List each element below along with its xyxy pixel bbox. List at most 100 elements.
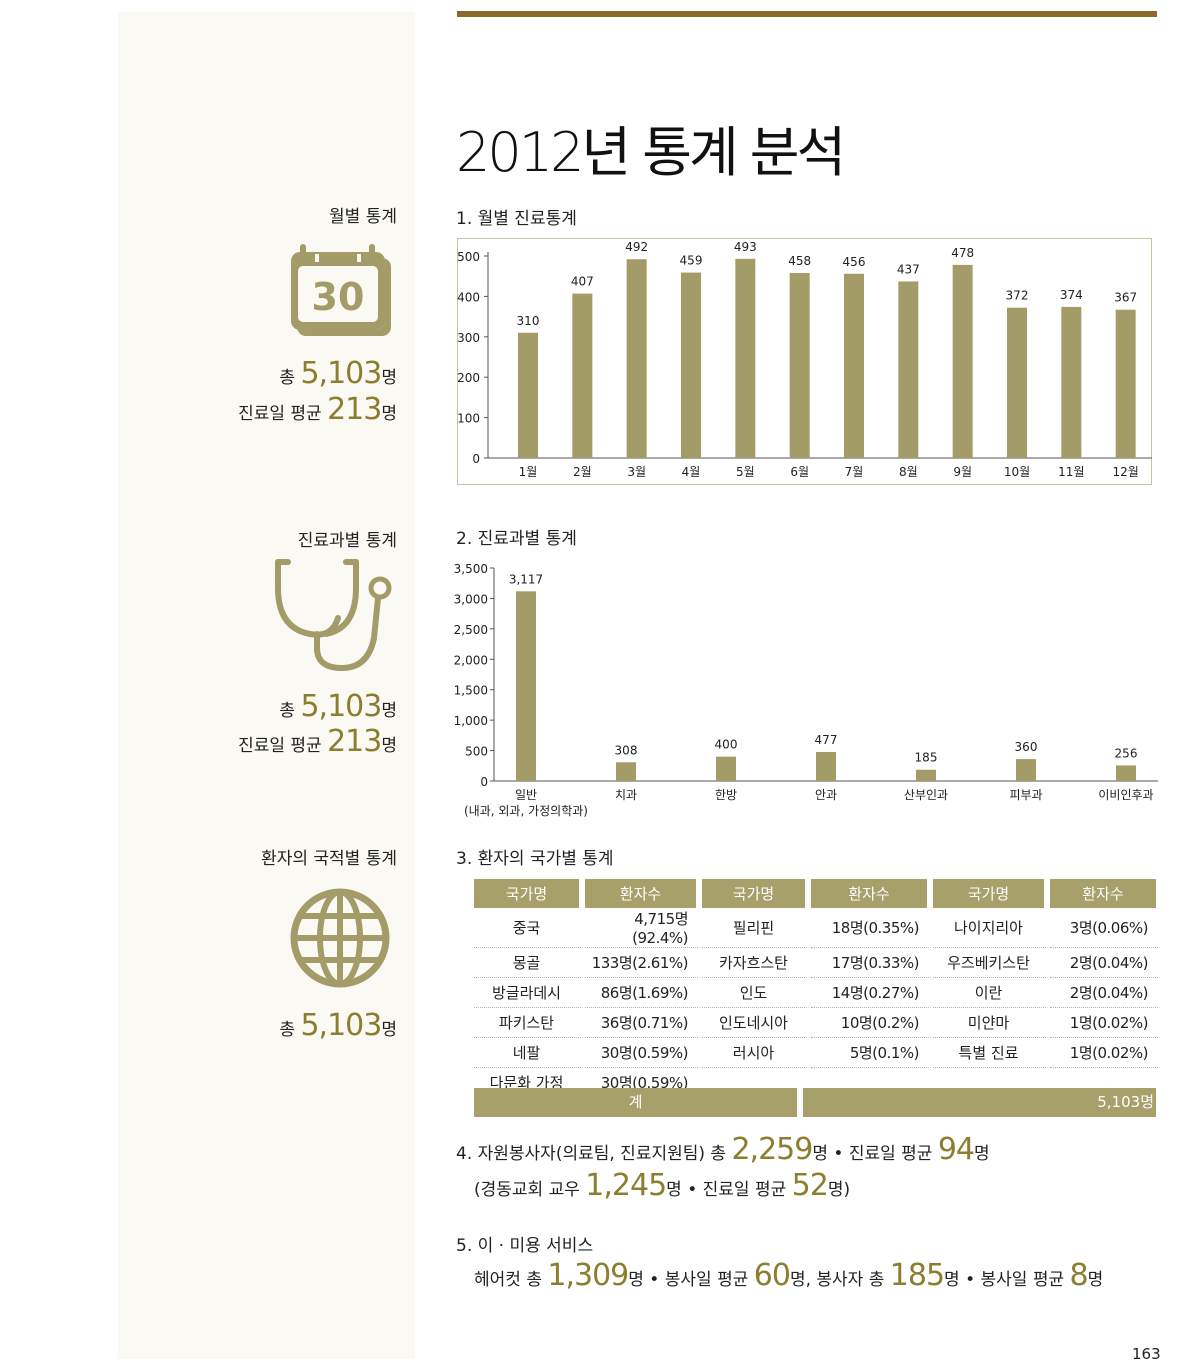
y-tick-label: 1,000 [454, 714, 488, 728]
x-tick-label: 11월 [1058, 465, 1084, 479]
table-header-cell: 국가명 [933, 879, 1050, 908]
country-cell: 미얀마 [933, 1008, 1050, 1038]
bar [1016, 759, 1036, 781]
bar-value-label: 477 [815, 733, 838, 747]
country-cell: 나이지리아 [933, 908, 1050, 948]
nationality-table: 국가명 환자수 국가명 환자수 국가명 환자수 중국 4,715명(92.4%) 필리핀 18명… [474, 879, 1162, 1098]
section-3-title: 3. 환자의 국가별 통계 [456, 849, 614, 869]
monthly-chart-frame [457, 238, 1152, 485]
y-tick-label: 2,500 [454, 623, 488, 637]
patient-count-cell: 3명(0.06%) [1050, 908, 1162, 948]
patient-count-cell: 2명(0.04%) [1050, 948, 1162, 978]
church-avg: 52 [791, 1168, 829, 1203]
patient-count-cell: 86명(1.69%) [585, 978, 702, 1008]
table-row: 중국 4,715명(92.4%) 필리핀 18명(0.35%) 나이지리아 3명(0.06… [474, 908, 1162, 948]
y-tick-label: 500 [457, 250, 480, 264]
x-tick-label: 피부과 [1009, 788, 1042, 802]
y-tick-label: 500 [465, 745, 488, 759]
total-prefix: 총 [279, 701, 301, 721]
bar-value-label: 308 [615, 743, 638, 757]
bar [1116, 765, 1136, 781]
sidebar-nationality-label: 환자의 국적별 통계 [261, 849, 397, 869]
y-tick-label: 0 [472, 452, 480, 466]
volunteers-suffix: 명 [974, 1144, 990, 1164]
bar-value-label: 458 [788, 254, 811, 268]
patient-count-cell [1050, 1068, 1162, 1098]
beauty-suffix: 명 [1087, 1270, 1104, 1290]
total-value: 5,103 [300, 1008, 382, 1043]
total-prefix: 총 [279, 368, 301, 388]
bar [898, 281, 919, 458]
volunteers-line-1: 4. 자원봉사자(의료팀, 진료지원팀) 총 2,259명 • 진료일 평균 9… [456, 1132, 990, 1167]
table-row: 방글라데시 86명(1.69%) 인도 14명(0.27%) 이란 2명(0.04%) [474, 978, 1162, 1008]
x-tick-label: 2월 [573, 465, 592, 479]
volunteers-total: 2,259 [731, 1132, 813, 1167]
avg-value: 213 [327, 392, 382, 427]
bar [735, 258, 756, 458]
country-cell: 인도 [702, 978, 811, 1008]
bar-value-label: 372 [1006, 289, 1029, 303]
beauty-avg: 60 [753, 1258, 791, 1293]
bar [516, 591, 536, 781]
calendar-day-text: 30 [312, 275, 365, 319]
beauty-mid3: 명 • 봉사일 평균 [944, 1270, 1070, 1290]
avg-unit: 명 [381, 404, 397, 424]
country-cell: 필리핀 [702, 908, 811, 948]
beauty-mid2: 명, 봉사자 총 [789, 1270, 890, 1290]
bar-value-label: 400 [715, 738, 738, 752]
y-tick-label: 2,000 [454, 653, 488, 667]
bar [844, 273, 864, 458]
x-tick-label: 3월 [627, 465, 646, 479]
bar-value-label: 310 [517, 314, 540, 328]
patient-count-cell: 10명(0.2%) [811, 1008, 933, 1038]
volunteers-prefix: 4. 자원봉사자(의료팀, 진료지원팀) 총 [456, 1144, 732, 1164]
total-value: 5,103 [300, 689, 382, 724]
bar-value-label: 360 [1015, 740, 1038, 754]
bar [789, 272, 810, 458]
total-prefix: 총 [279, 1020, 301, 1040]
bar-value-label: 367 [1114, 291, 1137, 305]
bar [616, 762, 636, 781]
bar-value-label: 437 [897, 262, 920, 276]
country-cell: 방글라데시 [474, 978, 585, 1008]
x-tick-label: 7월 [845, 465, 864, 479]
patient-count-cell [811, 1068, 933, 1098]
x-tick-sublabel: (내과, 외과, 가정의학과) [464, 804, 588, 818]
country-cell: 카자흐스탄 [702, 948, 811, 978]
x-tick-label: 치과 [615, 788, 637, 802]
table-total-label: 계 [474, 1088, 797, 1117]
avg-prefix: 진료일 평균 [238, 404, 328, 424]
beauty-line: 헤어컷 총 1,309명 • 봉사일 평균 60명, 봉사자 총 185명 • … [474, 1258, 1103, 1293]
volunteers-avg: 94 [937, 1132, 975, 1167]
table-header-cell: 환자수 [585, 879, 702, 908]
country-cell: 중국 [474, 908, 585, 948]
y-tick-label: 100 [457, 412, 480, 426]
country-cell: 우즈베키스탄 [933, 948, 1050, 978]
bar-value-label: 3,117 [509, 572, 543, 586]
patient-count-cell: 4,715명(92.4%) [585, 908, 702, 948]
page-title: 2012년 통계 분석 [456, 121, 846, 184]
x-tick-label: 한방 [715, 788, 737, 802]
x-tick-label: 일반 [515, 788, 537, 802]
church-suffix: 명) [827, 1180, 851, 1200]
beauty-volunteers: 185 [889, 1258, 945, 1293]
top-rule [457, 11, 1157, 17]
avg-value: 213 [327, 724, 382, 759]
table-row: 다문화 가정 30명(0.59%) [474, 1068, 1162, 1098]
y-tick-label: 200 [457, 371, 480, 385]
bar-value-label: 185 [915, 751, 938, 765]
stethoscope-icon [270, 558, 394, 678]
bar-value-label: 492 [625, 240, 648, 254]
sidebar-monthly-label: 월별 통계 [329, 207, 397, 227]
globe-icon [288, 886, 392, 994]
beauty-prefix: 헤어컷 총 [474, 1270, 548, 1290]
bar-value-label: 493 [734, 240, 757, 254]
sidebar-department-label: 진료과별 통계 [297, 531, 397, 551]
patient-count-cell: 36명(0.71%) [585, 1008, 702, 1038]
sidebar-monthly-total: 총 5,103명 [279, 356, 397, 391]
country-cell: 몽골 [474, 948, 585, 978]
table-header-cell: 국가명 [474, 879, 585, 908]
bar [816, 751, 836, 781]
y-tick-label: 0 [480, 775, 488, 789]
y-tick-label: 300 [457, 331, 480, 345]
